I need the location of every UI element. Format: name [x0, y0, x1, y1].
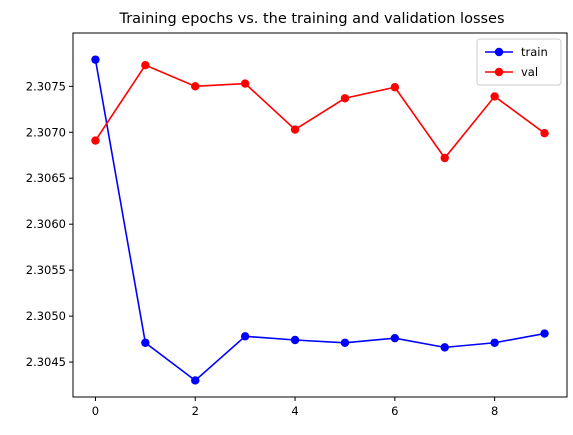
data-point-train — [240, 332, 250, 341]
data-point-train — [390, 333, 400, 343]
data-point-train — [540, 329, 549, 338]
data-point-train — [340, 338, 350, 347]
y-tick-label: 2.3070 — [26, 125, 66, 139]
data-point-val — [540, 128, 549, 138]
x-tick-label: 8 — [491, 404, 498, 418]
data-point-val — [240, 79, 250, 88]
data-point-val — [91, 136, 100, 145]
series-layer — [91, 55, 549, 385]
x-axis: 0 2 4 6 8 — [92, 397, 498, 418]
y-tick-label: 2.3050 — [26, 309, 66, 323]
data-point-val — [191, 82, 200, 91]
series-line-val — [94, 64, 546, 160]
x-tick-label: 6 — [391, 404, 398, 418]
legend-label-train: train — [521, 45, 548, 59]
x-tick-label: 2 — [192, 404, 199, 418]
y-tick-label: 2.3045 — [26, 355, 66, 369]
y-tick-label: 2.3075 — [26, 79, 66, 93]
legend: train val — [476, 38, 562, 86]
x-tick-label: 0 — [92, 404, 99, 418]
data-point-train — [191, 376, 200, 385]
data-point-val — [440, 153, 449, 163]
chart-title: Training epochs vs. the training and val… — [118, 11, 504, 27]
data-point-train — [91, 55, 100, 64]
x-tick-label: 4 — [291, 404, 298, 418]
data-point-val — [490, 92, 499, 101]
data-point-train — [141, 338, 150, 347]
legend-box — [476, 38, 562, 86]
data-point-train — [490, 338, 499, 347]
y-tick-label: 2.3055 — [26, 263, 66, 277]
legend-swatch-marker — [494, 47, 504, 57]
data-point-val — [290, 125, 300, 134]
y-axis: 2.3045 2.3050 2.3055 2.3060 2.3065 2.3070 2.30… — [26, 79, 73, 369]
series-line-train — [94, 59, 545, 382]
data-point-train — [440, 343, 449, 352]
data-point-val — [390, 83, 400, 92]
legend-swatch-marker — [494, 67, 504, 77]
legend-label-val: val — [521, 65, 538, 79]
plot-frame — [72, 32, 568, 398]
y-tick-label: 2.3060 — [26, 217, 66, 231]
data-point-val — [141, 60, 150, 70]
y-tick-label: 2.3065 — [26, 171, 66, 185]
data-point-val — [340, 94, 350, 103]
data-point-train — [290, 335, 300, 345]
